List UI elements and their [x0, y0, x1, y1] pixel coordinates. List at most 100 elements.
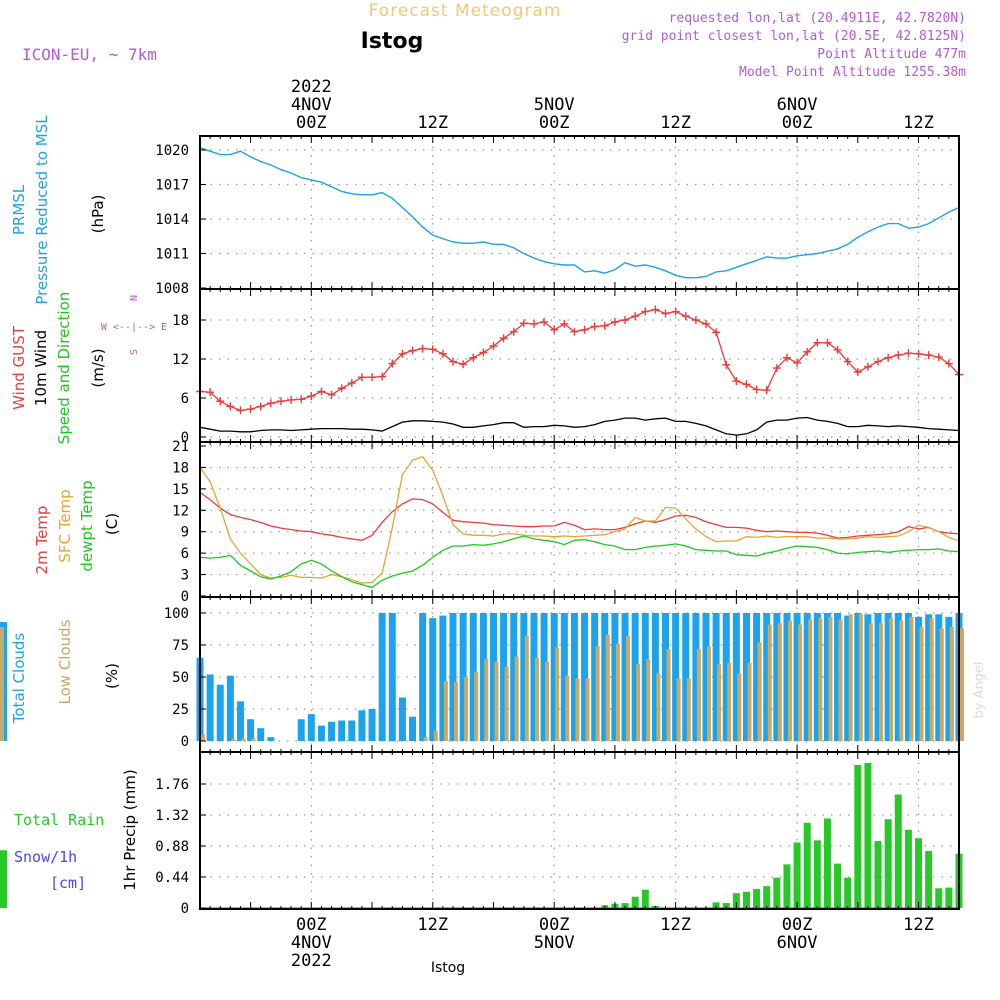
gust-marker — [944, 359, 953, 368]
total-clouds-bar — [297, 719, 305, 741]
rain-bar — [742, 891, 750, 908]
gust-marker — [894, 351, 903, 360]
pressure-unit: (hPa) — [89, 195, 107, 234]
total-clouds-bar — [378, 613, 386, 741]
wind-direction-label: Speed and Direction — [55, 292, 73, 445]
gust-marker — [803, 347, 812, 356]
total-clouds-bar — [449, 613, 457, 741]
gust-marker — [307, 392, 316, 401]
dewpt-label: dewpt Temp — [78, 480, 96, 571]
low-clouds-bar — [960, 628, 964, 741]
rain-bar — [0, 851, 7, 908]
low-clouds-bar — [524, 636, 529, 741]
total-clouds-bar — [783, 613, 791, 741]
gust-marker — [590, 322, 599, 331]
total-clouds-bar — [712, 613, 720, 741]
gust-marker — [631, 312, 640, 321]
gust-marker — [884, 353, 893, 362]
gust-marker — [742, 380, 751, 389]
low-clouds-bar — [868, 623, 873, 741]
sfc-temp-line — [199, 455, 960, 584]
total-clouds-bar — [692, 613, 700, 741]
total-rain-label: Total Rain — [14, 811, 104, 829]
total-clouds-bar — [226, 675, 234, 741]
y-tick-label: 1.76 — [155, 777, 189, 793]
rain-bar — [945, 887, 953, 908]
total-clouds-bar — [338, 720, 346, 741]
y-tick-label: 1014 — [155, 212, 189, 228]
total-clouds-bar — [823, 613, 831, 741]
y-tick-label: 18 — [172, 460, 189, 476]
compass-south: S — [129, 349, 140, 355]
low-clouds-bar — [666, 648, 671, 741]
x-axis-top-label: 12Z — [660, 113, 691, 133]
gust-marker — [357, 373, 366, 382]
gust-marker — [793, 358, 802, 367]
gust-marker — [641, 307, 650, 316]
info-line-2: grid point closest lon,lat (20.5E, 42.81… — [622, 29, 966, 44]
panel-frame — [199, 751, 960, 910]
gust-marker — [621, 316, 630, 324]
x-axis-bottom-label: 2022 — [291, 951, 332, 971]
x-axis-bottom-label: 00Z — [296, 915, 327, 935]
total-clouds-bar — [662, 613, 670, 741]
station-title: Istog — [361, 29, 424, 54]
temp2m-label: 2m Temp — [33, 506, 51, 575]
total-clouds-bar — [388, 613, 396, 741]
total-clouds-bar — [925, 614, 933, 741]
gust-marker — [691, 316, 700, 324]
total-clouds-bar — [651, 613, 659, 741]
y-tick-label: 12 — [172, 352, 189, 368]
x-axis-top-label: 00Z — [539, 113, 570, 133]
total-clouds-bar — [834, 613, 842, 741]
low-clouds-bar — [889, 618, 894, 741]
total-clouds-bar — [348, 720, 356, 741]
total-clouds-bar — [813, 613, 821, 741]
rain-bar — [834, 863, 842, 908]
gust-marker — [722, 360, 731, 369]
y-tick-label: 75 — [172, 638, 189, 654]
gust-label: Wind GUST — [10, 325, 28, 410]
total-clouds-bar — [894, 613, 902, 741]
low-clouds-bar — [798, 624, 803, 741]
gust-marker — [327, 390, 336, 399]
gust-marker — [772, 364, 781, 373]
rain-bar — [925, 850, 933, 908]
low-clouds-bar — [555, 647, 560, 741]
total-clouds-bar — [419, 613, 427, 741]
total-clouds-bar — [479, 613, 487, 741]
rain-bar — [641, 889, 649, 908]
snow-unit-label: [cm] — [50, 874, 86, 892]
gust-marker — [843, 357, 852, 366]
pressure-line — [199, 147, 960, 279]
gust-marker — [712, 328, 721, 337]
low-clouds-bar — [545, 661, 550, 741]
total-clouds-bar — [500, 613, 508, 741]
gust-marker — [863, 362, 872, 371]
low-clouds-bar — [605, 634, 610, 741]
total-clouds-bar — [935, 614, 943, 741]
low-clouds-bar — [534, 657, 539, 741]
low-clouds-bar — [474, 671, 479, 741]
gust-marker — [833, 345, 842, 354]
gust-marker — [489, 342, 498, 350]
total-clouds-bar — [621, 613, 629, 741]
low-clouds-bar — [241, 738, 246, 741]
y-tick-label: 0.44 — [155, 870, 189, 886]
x-axis-bottom-label: 6NOV — [777, 933, 818, 953]
total-clouds-bar — [722, 613, 730, 741]
rain-bar — [935, 888, 943, 908]
rain-bar — [773, 877, 781, 908]
total-clouds-bar — [328, 721, 336, 741]
gust-marker — [499, 334, 508, 343]
total-clouds-bar — [753, 613, 761, 741]
total-clouds-bar — [904, 613, 912, 741]
gust-marker — [762, 386, 771, 395]
low-clouds-bar — [201, 734, 205, 741]
low-clouds-bar — [514, 656, 519, 741]
y-tick-label: 1020 — [155, 143, 189, 159]
gust-marker — [924, 351, 933, 360]
x-axis-bottom-label: 12Z — [903, 915, 934, 935]
total-clouds-bar — [763, 613, 771, 741]
y-tick-label: 3 — [181, 568, 189, 584]
